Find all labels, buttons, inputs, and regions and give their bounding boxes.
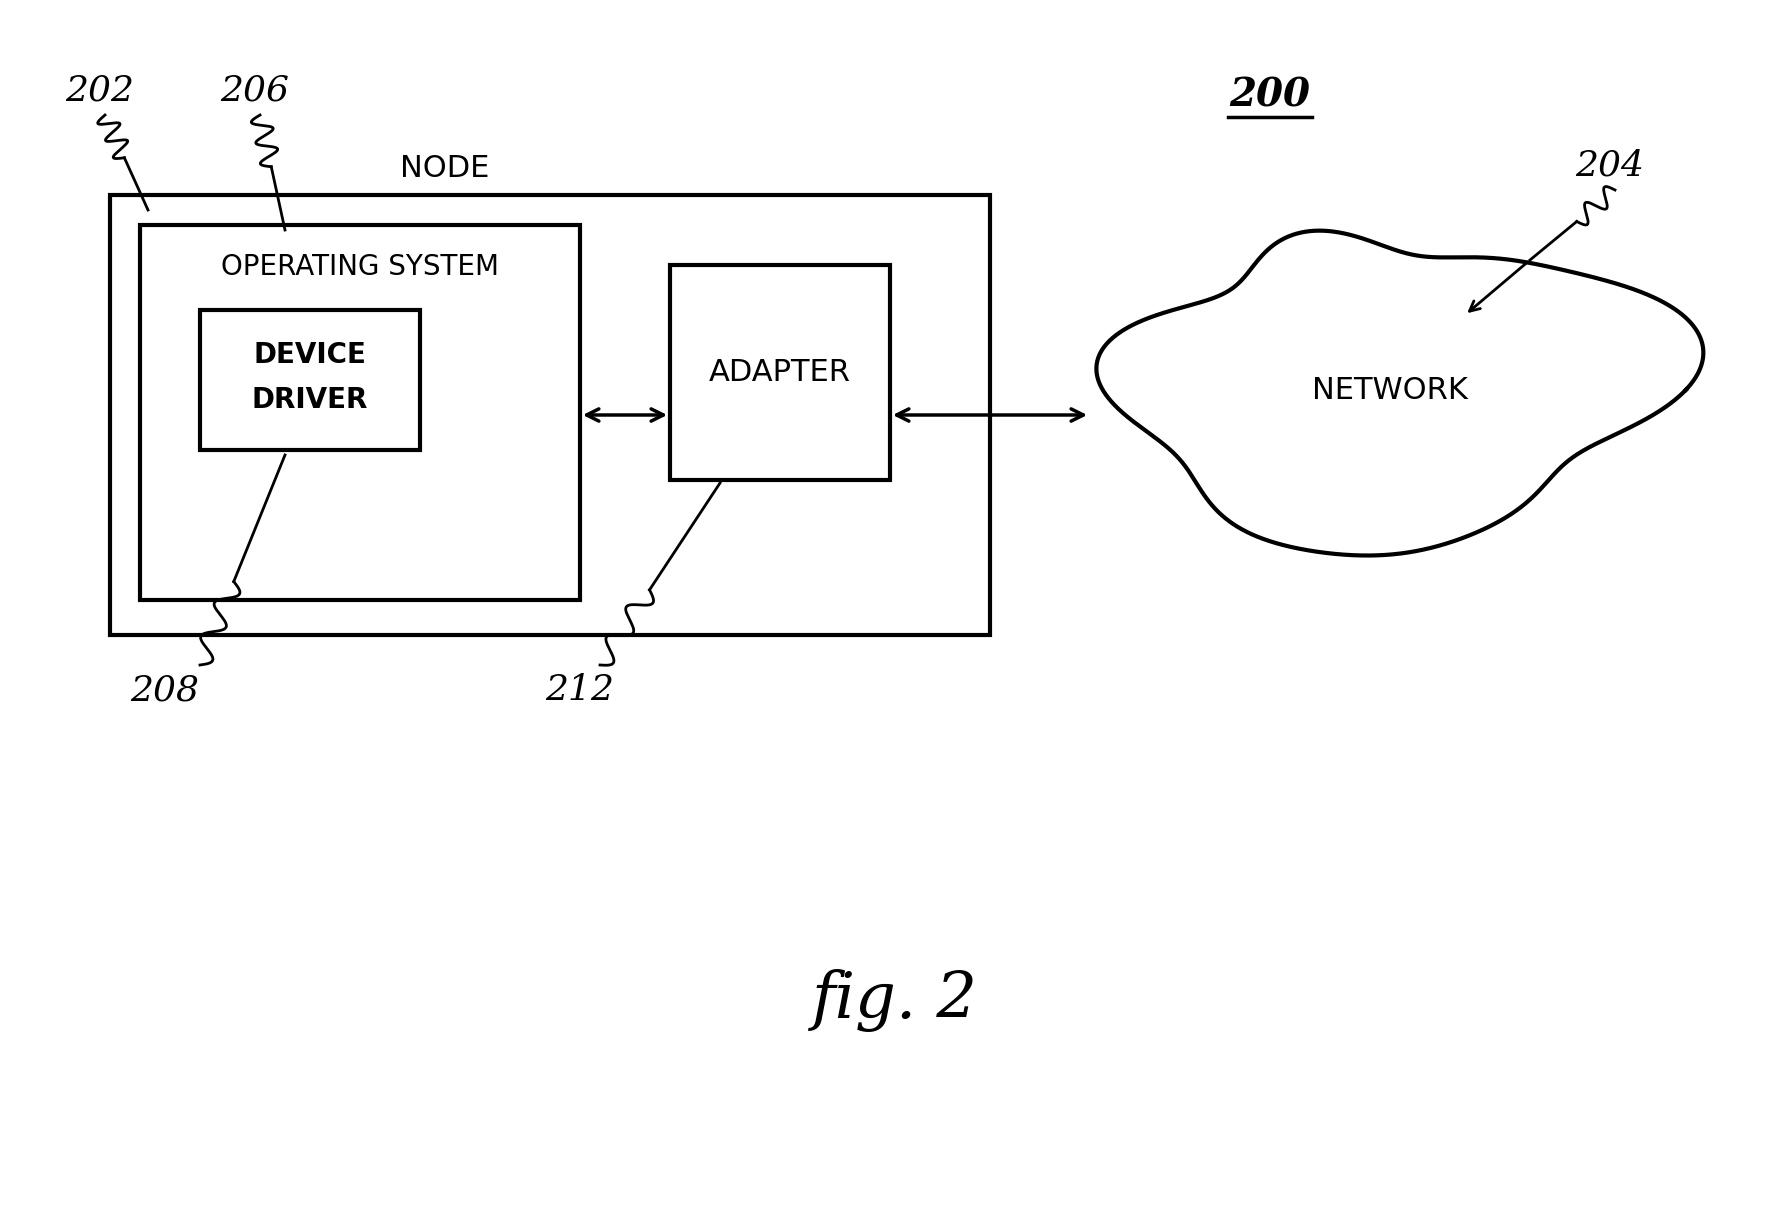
Text: NETWORK: NETWORK <box>1311 376 1467 404</box>
Text: 212: 212 <box>546 673 614 707</box>
Text: DRIVER: DRIVER <box>252 386 369 414</box>
Text: 202: 202 <box>66 72 134 107</box>
Text: 204: 204 <box>1574 149 1644 182</box>
Text: ADAPTER: ADAPTER <box>708 359 850 387</box>
Bar <box>200 309 420 449</box>
Bar <box>140 225 580 600</box>
Text: 208: 208 <box>131 673 199 707</box>
Text: OPERATING SYSTEM: OPERATING SYSTEM <box>220 253 499 281</box>
Bar <box>109 195 989 635</box>
Text: 206: 206 <box>220 72 290 107</box>
Polygon shape <box>1097 231 1703 555</box>
Text: 200: 200 <box>1229 76 1310 114</box>
Text: fig. 2: fig. 2 <box>812 969 977 1032</box>
Bar <box>669 265 889 480</box>
Text: NODE: NODE <box>399 154 488 183</box>
Text: DEVICE: DEVICE <box>254 341 367 368</box>
